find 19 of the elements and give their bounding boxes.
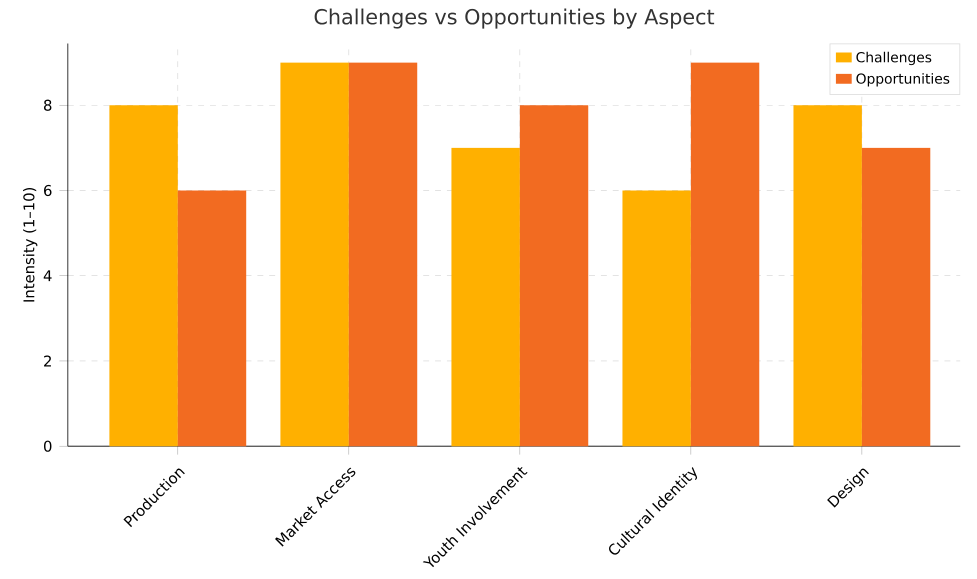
legend-label: Challenges — [856, 52, 932, 65]
bar — [862, 148, 930, 446]
bar — [622, 190, 691, 446]
bar — [690, 62, 760, 446]
bar — [520, 105, 588, 446]
chart-title: Challenges vs Opportunities by Aspect — [314, 8, 714, 28]
bar — [109, 105, 178, 446]
legend-label: Opportunities — [856, 72, 950, 86]
bar — [280, 62, 349, 446]
bar — [793, 105, 862, 446]
bar — [348, 62, 418, 446]
y-tick-label: 6 — [44, 184, 52, 196]
y-tick-label: 0 — [44, 440, 52, 452]
bar — [178, 190, 246, 446]
y-tick-label: 8 — [44, 100, 52, 111]
bar — [451, 148, 520, 446]
y-axis-title: Intensity (1–10) — [23, 188, 38, 302]
y-tick-label: 2 — [44, 355, 51, 366]
y-tick-label: 4 — [44, 270, 52, 281]
